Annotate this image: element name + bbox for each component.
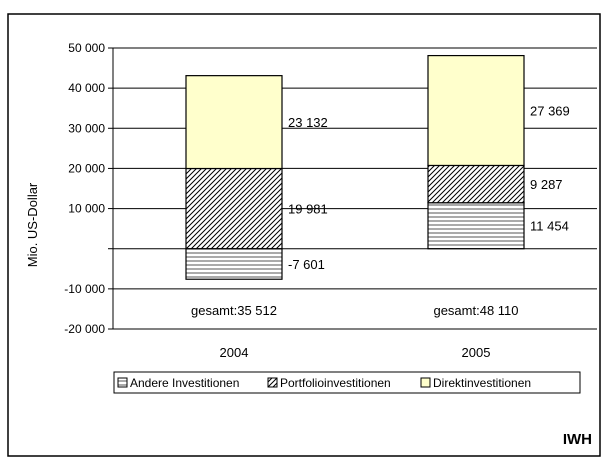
bar-direktinvestitionen [427,54,525,167]
legend-label: Direktinvestitionen [433,376,531,390]
bar-andere-investitionen [427,202,525,250]
y-tick-label: 30 000 [68,121,105,135]
data-label: 11 454 [530,219,569,234]
data-label: -7 601 [288,257,325,272]
y-tick-label: 50 000 [68,41,105,55]
x-tick-label: 2005 [462,345,491,360]
legend-swatch [420,377,431,388]
bar-andere-investitionen [185,248,283,280]
data-label: 9 287 [530,177,563,192]
y-tick-label: -10 000 [64,282,105,296]
data-label: 23 132 [288,115,328,130]
legend-swatch [267,377,278,388]
data-label: 27 369 [530,104,570,119]
total-label: gesamt:48 110 [433,303,518,318]
y-axis-label: Mio. US-Dollar [25,182,40,267]
legend-label: Andere Investitionen [130,376,239,390]
legend-label: Portfolioinvestitionen [280,376,391,390]
y-tick-label: -20 000 [64,322,105,336]
bar-direktinvestitionen [185,75,283,170]
bar-portfolioinvestitionen [427,164,525,204]
data-label: 19 981 [288,202,328,217]
bar-portfolioinvestitionen [185,167,283,250]
y-tick-label: 20 000 [68,161,105,175]
legend-swatch [117,377,128,388]
legend-box [113,371,581,394]
y-tick-label: 40 000 [68,81,105,95]
total-label: gesamt:35 512 [191,303,277,318]
y-tick-label: 10 000 [68,202,105,216]
x-tick-label: 2004 [220,345,249,360]
iwh-watermark: IWH [562,431,592,448]
chart-border [7,13,601,457]
